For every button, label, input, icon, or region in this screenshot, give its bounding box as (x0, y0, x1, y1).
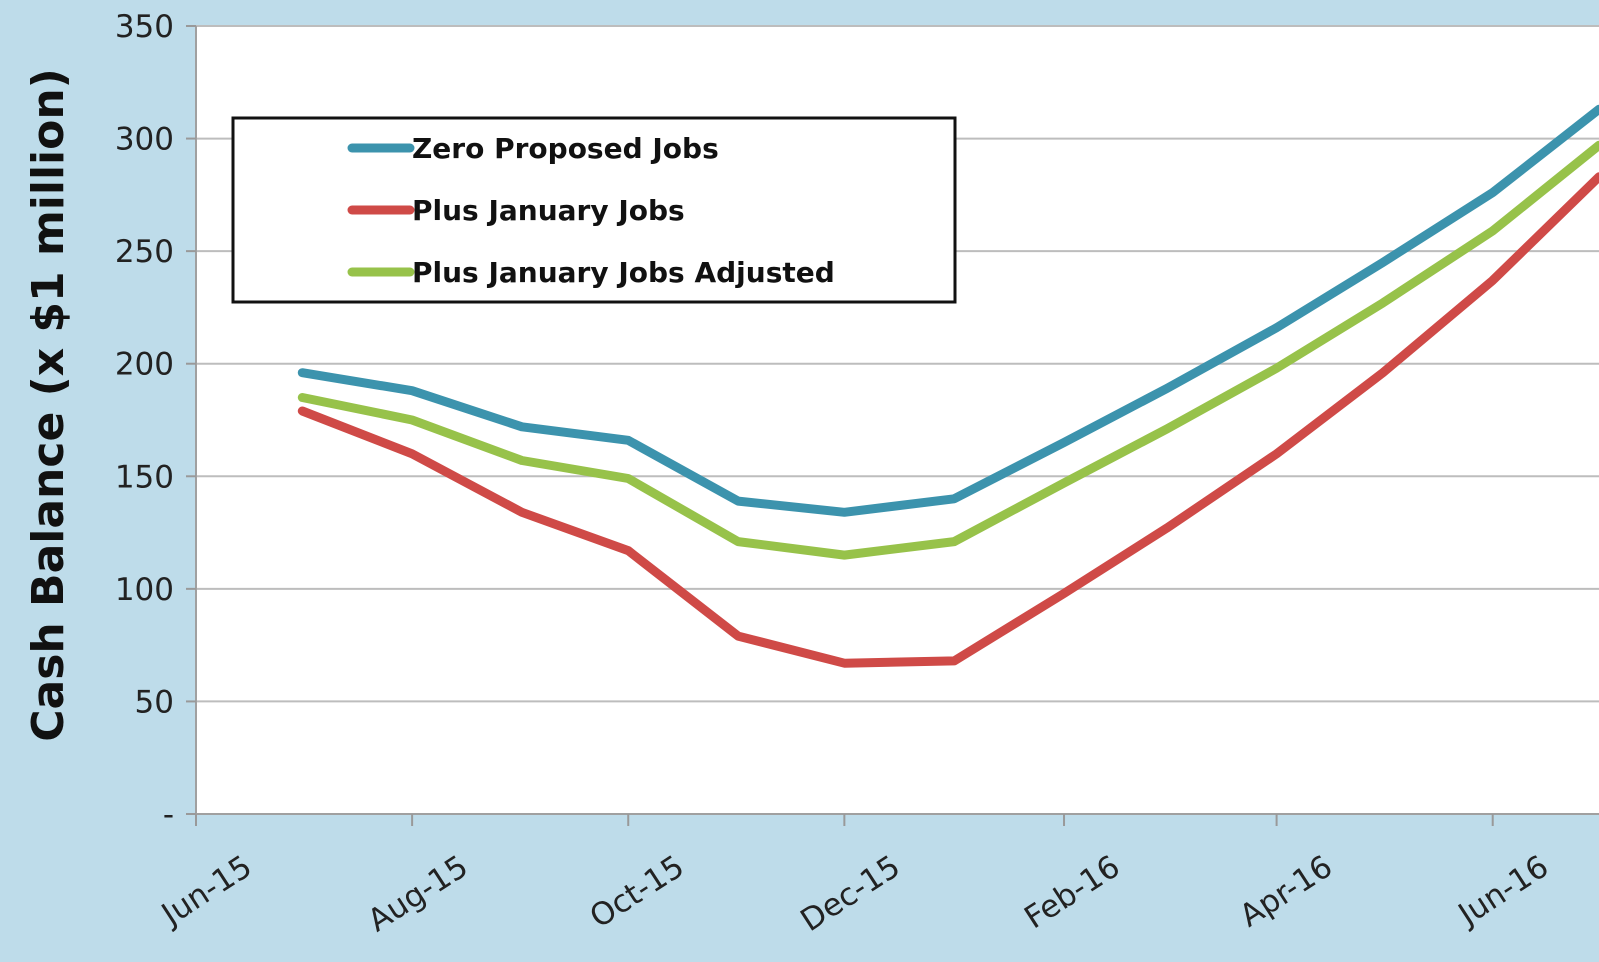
y-tick-label: 200 (115, 347, 174, 383)
y-axis-ticks: - 50 100 150 200 250 300 350 (115, 9, 196, 833)
y-tick-label: 350 (115, 9, 174, 45)
y-tick-label: 50 (135, 684, 174, 720)
series-line-1 (297, 104, 1599, 517)
x-tick-label: Oct-15 (584, 849, 691, 936)
legend-label: Zero Proposed Jobs (412, 132, 719, 165)
x-axis-ticks: Jun-15 Aug-15 Oct-15 Dec-15 Feb-16 Apr-16 Jun-… (154, 814, 1555, 939)
legend: Zero Proposed Jobs Plus January Jobs Plus … (231, 116, 957, 304)
y-tick-label: - (163, 797, 174, 833)
x-tick-label: Feb-16 (1018, 849, 1126, 937)
y-tick-label: 100 (115, 572, 174, 608)
y-axis-title: Cash Balance (x $1 million) (23, 68, 74, 742)
series-lines (297, 104, 1599, 668)
x-tick-label: Dec-15 (794, 849, 906, 939)
legend-label: Plus January Jobs (412, 194, 685, 227)
series-line-2 (297, 172, 1599, 668)
legend-label: Plus January Jobs Adjusted (412, 256, 835, 289)
y-tick-label: 250 (115, 234, 174, 270)
x-tick-label: Jun-15 (154, 849, 258, 934)
x-tick-label: Aug-15 (362, 849, 475, 940)
x-tick-label: Apr-16 (1234, 849, 1339, 935)
y-tick-label: 150 (115, 459, 174, 495)
x-tick-label: Jun-16 (1451, 849, 1555, 934)
y-tick-label: 300 (115, 122, 174, 158)
axes (195, 26, 1599, 815)
series-line-3 (297, 140, 1599, 560)
